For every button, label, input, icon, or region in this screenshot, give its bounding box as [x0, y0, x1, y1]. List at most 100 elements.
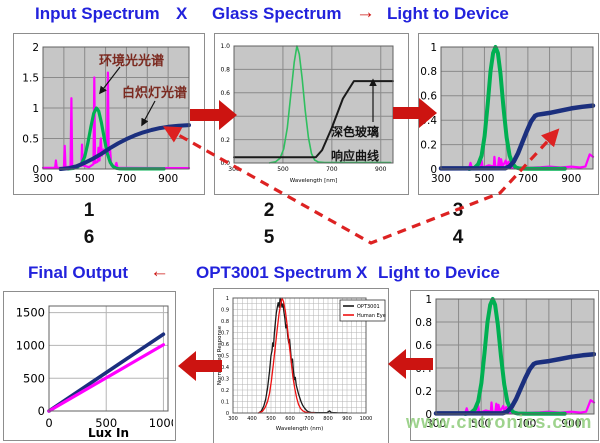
- svg-text:300: 300: [426, 418, 446, 430]
- svg-text:OPT3001: OPT3001: [357, 304, 380, 310]
- svg-text:1000: 1000: [16, 339, 45, 353]
- flow-arrow-right-2-icon: [393, 98, 437, 128]
- step-number-1: 1: [83, 200, 95, 221]
- input-spectrum-chart: 300 500 700 900 0 0.5 1 1.5 2 环境光光谱 白炽灯光谱: [13, 33, 205, 195]
- dark-glass-label-line1: 深色玻璃: [331, 125, 380, 139]
- svg-text:0.2: 0.2: [220, 137, 230, 144]
- svg-text:1500: 1500: [16, 306, 45, 320]
- glass-spectrum-plot: 3005007009000.00.20.40.60.81.0Wavelength…: [220, 43, 394, 184]
- svg-text:1: 1: [425, 294, 432, 306]
- glass-spectrum-chart: 3005007009000.00.20.40.60.81.0Wavelength…: [214, 33, 409, 195]
- svg-text:500: 500: [471, 418, 491, 430]
- svg-text:900: 900: [561, 173, 581, 185]
- svg-text:1: 1: [226, 296, 229, 302]
- svg-text:1: 1: [430, 42, 437, 54]
- top-header-input-label: Input Spectrum: [35, 4, 160, 23]
- svg-text:0.6: 0.6: [415, 340, 432, 352]
- svg-text:0: 0: [425, 409, 432, 421]
- svg-text:700: 700: [516, 418, 536, 430]
- top-header-times-label: X: [176, 4, 188, 23]
- opt3001-spectrum-chart: 300 400 500 600 700 800 900 1000 0 0.1 0.2 0.3 0.4 0.…: [213, 288, 389, 443]
- svg-text:Lux In: Lux In: [88, 426, 129, 438]
- top-header-device-label: Light to Device: [387, 4, 509, 23]
- svg-text:300: 300: [228, 166, 240, 173]
- svg-text:500: 500: [95, 416, 117, 430]
- bottom-header-device-label: Light to Device: [378, 263, 500, 282]
- top-header-glass-label: Glass Spectrum: [212, 4, 342, 23]
- svg-text:0.6: 0.6: [420, 91, 437, 103]
- opt3001-plot: 300 400 500 600 700 800 900 1000 0 0.1 0.2 0.3 0.4 0.…: [217, 296, 386, 432]
- svg-text:900: 900: [158, 173, 178, 185]
- svg-text:0.1: 0.1: [221, 399, 229, 405]
- svg-text:700: 700: [116, 173, 136, 185]
- svg-text:2: 2: [32, 42, 39, 54]
- flow-arrow-left-1-icon: [178, 351, 222, 381]
- svg-text:Wavelength (nm): Wavelength (nm): [276, 426, 324, 432]
- final-output-chart: 0 500 1000 0 500 1000 1500 Lux In: [3, 291, 176, 441]
- svg-text:800: 800: [323, 416, 333, 422]
- svg-text:0.5: 0.5: [22, 133, 39, 145]
- bottom-header-times-label: X: [356, 263, 368, 282]
- svg-text:600: 600: [285, 416, 295, 422]
- svg-text:0.8: 0.8: [220, 67, 230, 74]
- incandescent-light-label: 白炽灯光谱: [122, 85, 188, 100]
- svg-text:0.5: 0.5: [221, 353, 229, 359]
- svg-text:400: 400: [247, 416, 257, 422]
- final-output-plot: 0 500 1000 0 500 1000 1500 Lux In: [16, 305, 173, 438]
- svg-text:0.2: 0.2: [221, 388, 229, 394]
- step-number-4: 4: [452, 227, 464, 248]
- svg-text:500: 500: [75, 173, 95, 185]
- svg-text:1000: 1000: [149, 416, 173, 430]
- svg-text:Wavelength [nm]: Wavelength [nm]: [290, 178, 338, 184]
- svg-text:0: 0: [45, 416, 52, 430]
- bottom-header-final-label: Final Output: [28, 263, 129, 282]
- flow-arrow-left-2-icon: [388, 349, 433, 379]
- svg-text:0.6: 0.6: [221, 342, 229, 348]
- right-arrow-glyph-icon: →: [356, 2, 375, 23]
- svg-text:500: 500: [474, 173, 494, 185]
- svg-text:0.0: 0.0: [220, 160, 230, 167]
- svg-text:0.2: 0.2: [420, 139, 437, 151]
- svg-text:0: 0: [38, 404, 45, 418]
- svg-text:0.9: 0.9: [221, 307, 229, 313]
- svg-text:700: 700: [518, 173, 538, 185]
- svg-text:0: 0: [32, 164, 39, 176]
- svg-text:500: 500: [277, 166, 289, 173]
- svg-text:1000: 1000: [360, 416, 373, 422]
- svg-text:0.4: 0.4: [221, 365, 229, 371]
- dark-glass-label-line2: 响应曲线: [331, 149, 380, 163]
- svg-text:0.8: 0.8: [420, 66, 437, 78]
- svg-text:300: 300: [33, 173, 53, 185]
- svg-text:0.8: 0.8: [221, 319, 229, 325]
- step-number-5: 5: [263, 227, 275, 248]
- svg-text:900: 900: [561, 418, 581, 430]
- svg-text:500: 500: [23, 371, 45, 385]
- svg-text:500: 500: [266, 416, 276, 422]
- svg-text:0: 0: [226, 411, 229, 417]
- svg-text:0.7: 0.7: [221, 330, 229, 336]
- svg-text:0.2: 0.2: [415, 386, 432, 398]
- svg-text:1.5: 1.5: [22, 72, 39, 84]
- svg-text:Normalized Response: Normalized Response: [217, 325, 223, 385]
- ambient-light-label: 环境光光谱: [99, 53, 165, 68]
- svg-text:0.6: 0.6: [220, 90, 230, 97]
- svg-text:900: 900: [342, 416, 352, 422]
- watermark-text: www.cntronics.com: [406, 412, 593, 432]
- left-arrow-glyph-icon: ←: [150, 261, 169, 282]
- bottom-header-opt-label: OPT3001 Spectrum: [196, 263, 352, 282]
- light-to-device-chart-top: 300 500 700 900 0 0.2 0.4 0.6 0.8 1: [418, 33, 599, 195]
- svg-text:0.3: 0.3: [221, 376, 229, 382]
- step-number-3: 3: [452, 200, 464, 221]
- svg-text:900: 900: [375, 166, 387, 173]
- svg-text:700: 700: [304, 416, 314, 422]
- step-number-2: 2: [263, 200, 275, 221]
- svg-text:1.0: 1.0: [220, 43, 230, 50]
- svg-text:0.8: 0.8: [415, 317, 432, 329]
- svg-text:Human Eye: Human Eye: [357, 313, 386, 319]
- svg-text:1: 1: [32, 103, 39, 115]
- flow-arrow-right-1-icon: [190, 100, 237, 130]
- svg-text:0: 0: [430, 164, 437, 176]
